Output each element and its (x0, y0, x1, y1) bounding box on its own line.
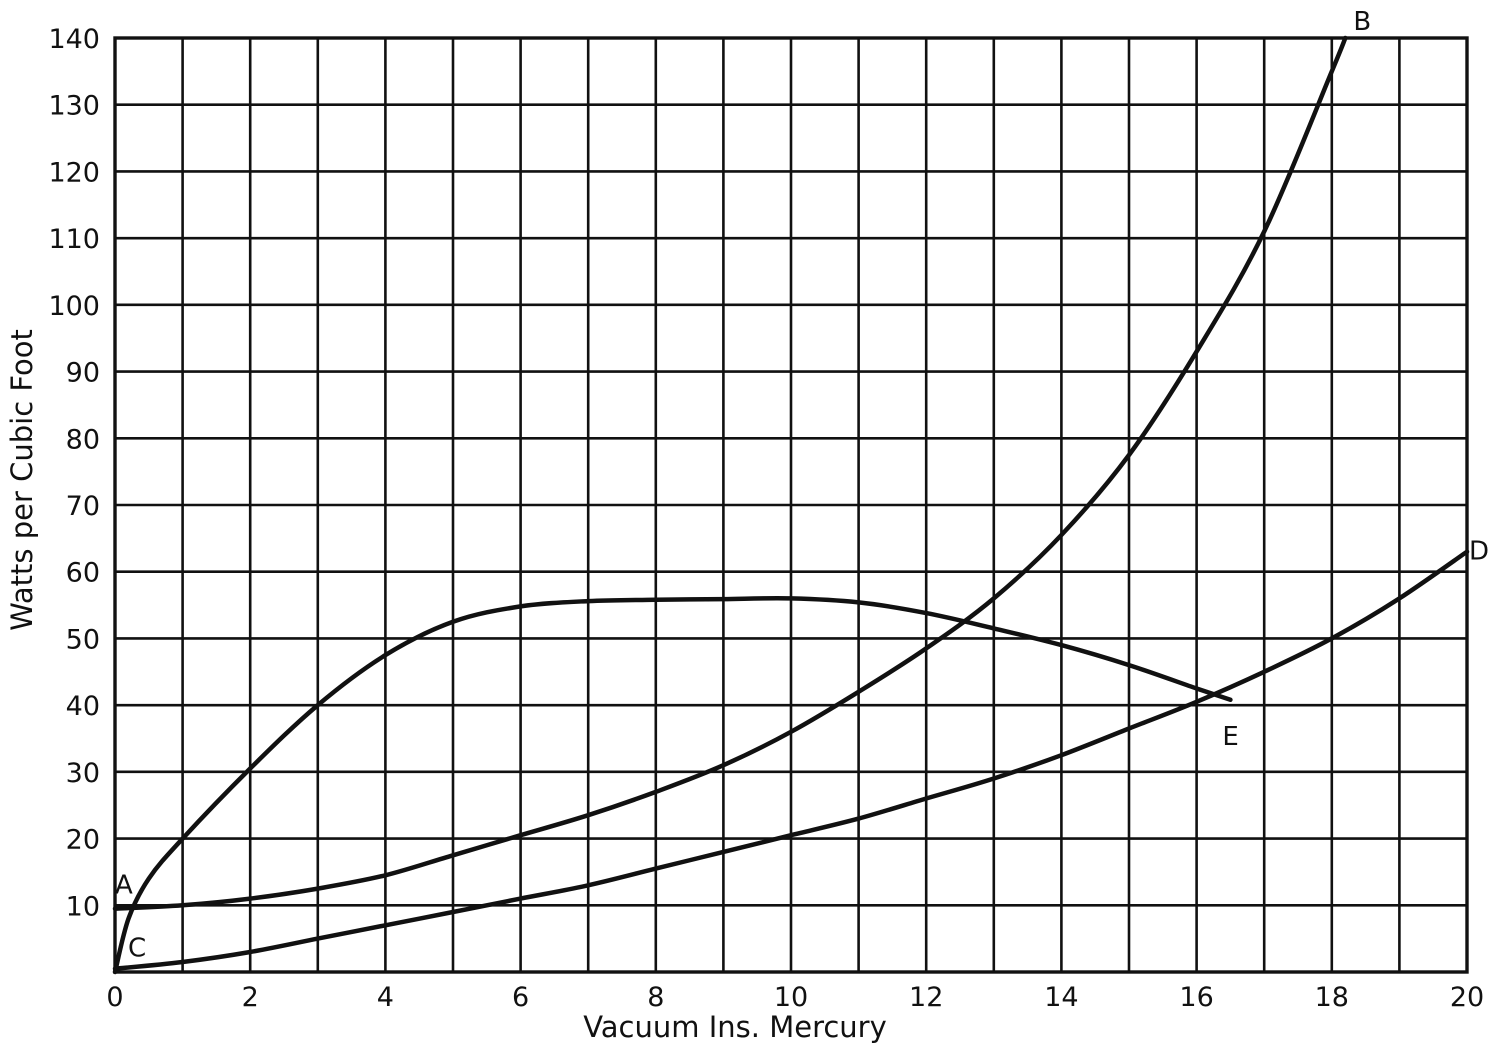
label-e: E (1222, 722, 1238, 752)
series-c-e-line (112, 595, 1233, 975)
x-tick-label: 2 (242, 982, 259, 1013)
y-tick-label: 10 (66, 891, 100, 922)
y-tick-label: 120 (48, 157, 100, 188)
label-b: B (1353, 7, 1371, 37)
y-tick-label: 140 (48, 24, 100, 55)
x-tick-labels: 0 2 4 6 8 10 12 14 16 18 20 (106, 982, 1484, 1013)
y-tick-labels: 10 20 30 40 50 60 70 80 90 100 110 120 130 140 (48, 24, 100, 922)
x-tick-label: 16 (1179, 982, 1213, 1013)
series-c-d-line (112, 549, 1470, 971)
y-tick-label: 60 (66, 558, 100, 589)
y-tick-label: 80 (66, 424, 100, 455)
y-tick-label: 30 (66, 758, 100, 789)
y-tick-label: 90 (66, 358, 100, 389)
x-tick-label: 8 (647, 982, 664, 1013)
y-tick-label: 20 (66, 825, 100, 856)
series-layer (112, 35, 1470, 975)
y-tick-label: 110 (48, 224, 100, 255)
curve-labels: A B C D E (115, 7, 1489, 964)
x-axis-title: Vacuum Ins. Mercury (583, 1010, 887, 1044)
x-tick-label: 10 (774, 982, 808, 1013)
x-tick-label: 20 (1450, 982, 1484, 1013)
grid (113, 36, 1469, 974)
x-tick-label: 0 (106, 982, 123, 1013)
y-tick-label: 70 (66, 491, 100, 522)
y-tick-label: 40 (66, 691, 100, 722)
x-tick-label: 14 (1044, 982, 1078, 1013)
x-tick-label: 6 (512, 982, 529, 1013)
label-d: D (1469, 537, 1489, 567)
x-tick-label: 4 (377, 982, 394, 1013)
y-axis-title: Watts per Cubic Foot (5, 329, 39, 631)
plot-frame (113, 36, 1469, 974)
series-a-b-line (112, 35, 1348, 911)
label-a: A (115, 871, 133, 901)
x-tick-label: 12 (909, 982, 943, 1013)
label-c: C (128, 934, 146, 964)
x-tick-label: 18 (1315, 982, 1349, 1013)
y-tick-label: 100 (48, 291, 100, 322)
y-tick-label: 130 (48, 91, 100, 122)
y-tick-label: 50 (66, 624, 100, 655)
